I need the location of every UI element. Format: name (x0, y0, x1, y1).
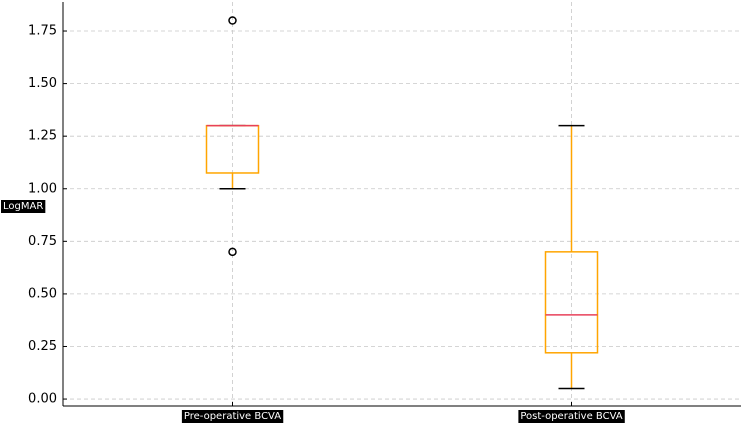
y-tick-label: 0.25 (28, 339, 57, 354)
label-background (1, 200, 46, 213)
y-tick-label: 0.75 (28, 234, 57, 249)
box (544, 251, 599, 354)
x-tick-label: Post-operative BCVA (520, 411, 622, 422)
y-tick-label: 1.75 (28, 24, 57, 39)
y-tick-label: 0.50 (28, 286, 57, 301)
label-background (518, 410, 625, 423)
y-tick-label: 1.25 (28, 129, 57, 144)
label-background (181, 410, 284, 423)
y-tick-label: 1.50 (28, 76, 57, 91)
y-tick-label: 1.00 (28, 181, 57, 196)
flier (228, 16, 237, 25)
y-tick-label: 0.00 (28, 392, 57, 407)
y-axis-label: LogMAR (3, 201, 43, 212)
x-tick-label: Pre-operative BCVA (184, 411, 281, 422)
label-backgrounds (1, 200, 625, 423)
flier (228, 247, 237, 257)
